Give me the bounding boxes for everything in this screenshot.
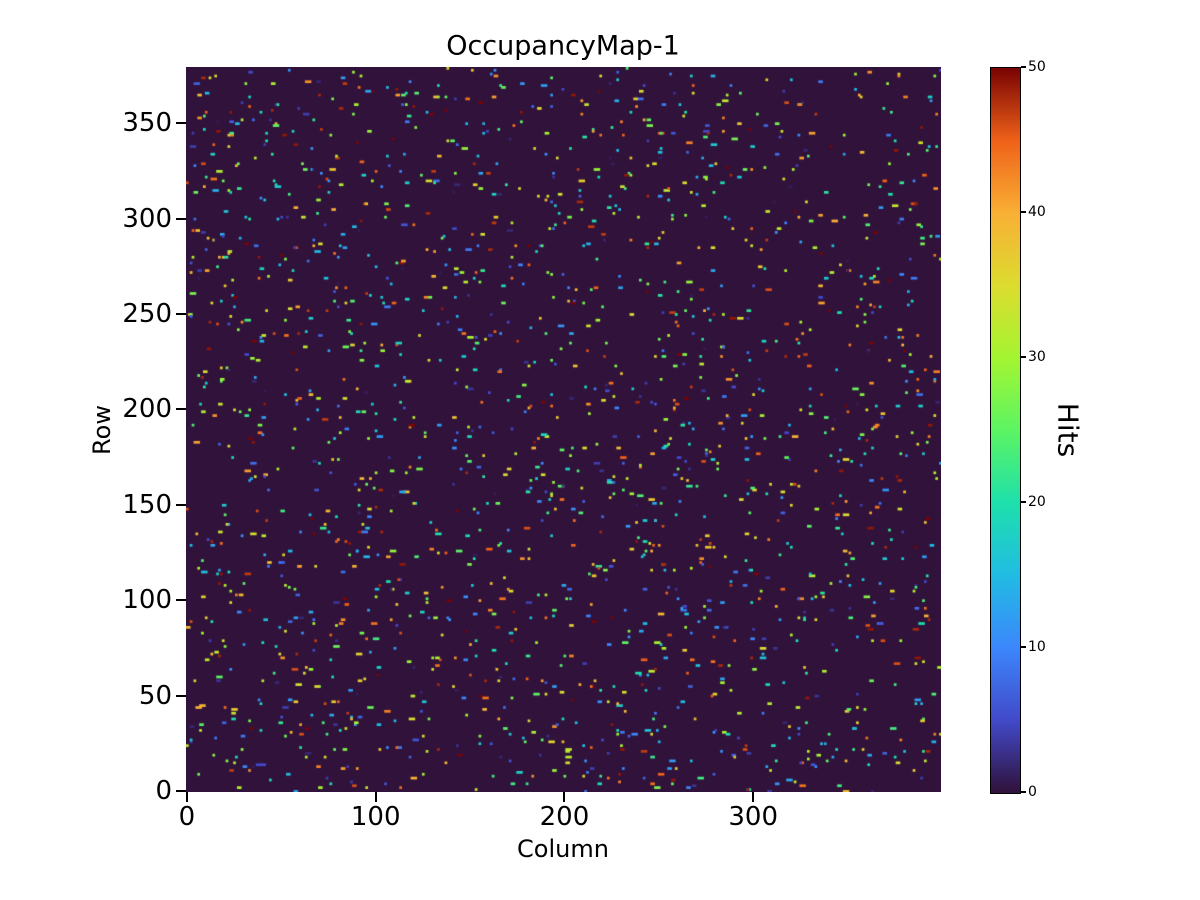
colorbar-tick-label: 50 xyxy=(1028,59,1046,75)
y-tick-mark xyxy=(176,408,186,411)
colorbar-tick-mark xyxy=(1021,66,1026,68)
colorbar-tick-label: 30 xyxy=(1028,349,1046,365)
x-tick-label: 200 xyxy=(539,802,590,832)
colorbar-canvas xyxy=(990,67,1021,794)
colorbar-tick-mark xyxy=(1021,791,1026,793)
x-tick-label: 0 xyxy=(178,802,196,832)
y-tick-label: 350 xyxy=(122,108,172,139)
colorbar-tick-mark xyxy=(1021,646,1026,648)
y-tick-label: 50 xyxy=(138,680,172,711)
y-axis-label: Row xyxy=(88,405,116,455)
colorbar-tick-label: 0 xyxy=(1028,784,1037,800)
x-tick-mark xyxy=(185,792,188,802)
chart-title: OccupancyMap-1 xyxy=(446,30,680,62)
x-tick-mark xyxy=(374,792,377,802)
y-tick-mark xyxy=(176,599,186,602)
y-tick-mark xyxy=(176,122,186,125)
y-tick-mark xyxy=(176,503,186,506)
x-tick-label: 300 xyxy=(728,802,779,832)
y-tick-label: 150 xyxy=(122,489,172,520)
y-tick-mark xyxy=(176,313,186,316)
y-tick-mark xyxy=(176,790,186,793)
colorbar-tick-label: 20 xyxy=(1028,494,1046,510)
y-tick-label: 250 xyxy=(122,299,172,330)
y-tick-label: 300 xyxy=(122,203,172,234)
colorbar-label: Hits xyxy=(1051,402,1085,458)
colorbar-tick-mark xyxy=(1021,501,1026,503)
heatmap-canvas xyxy=(186,67,941,792)
x-tick-mark xyxy=(563,792,566,802)
colorbar-tick-mark xyxy=(1021,356,1026,358)
colorbar-tick-label: 40 xyxy=(1028,204,1046,220)
y-tick-label: 100 xyxy=(122,585,172,616)
colorbar-tick-mark xyxy=(1021,211,1026,213)
y-tick-label: 0 xyxy=(155,776,172,807)
y-tick-mark xyxy=(176,217,186,220)
x-axis-label: Column xyxy=(517,835,609,863)
y-tick-label: 200 xyxy=(122,394,172,425)
y-tick-mark xyxy=(176,694,186,697)
colorbar-tick-label: 10 xyxy=(1028,639,1046,655)
x-tick-label: 100 xyxy=(350,802,401,832)
x-tick-mark xyxy=(752,792,755,802)
